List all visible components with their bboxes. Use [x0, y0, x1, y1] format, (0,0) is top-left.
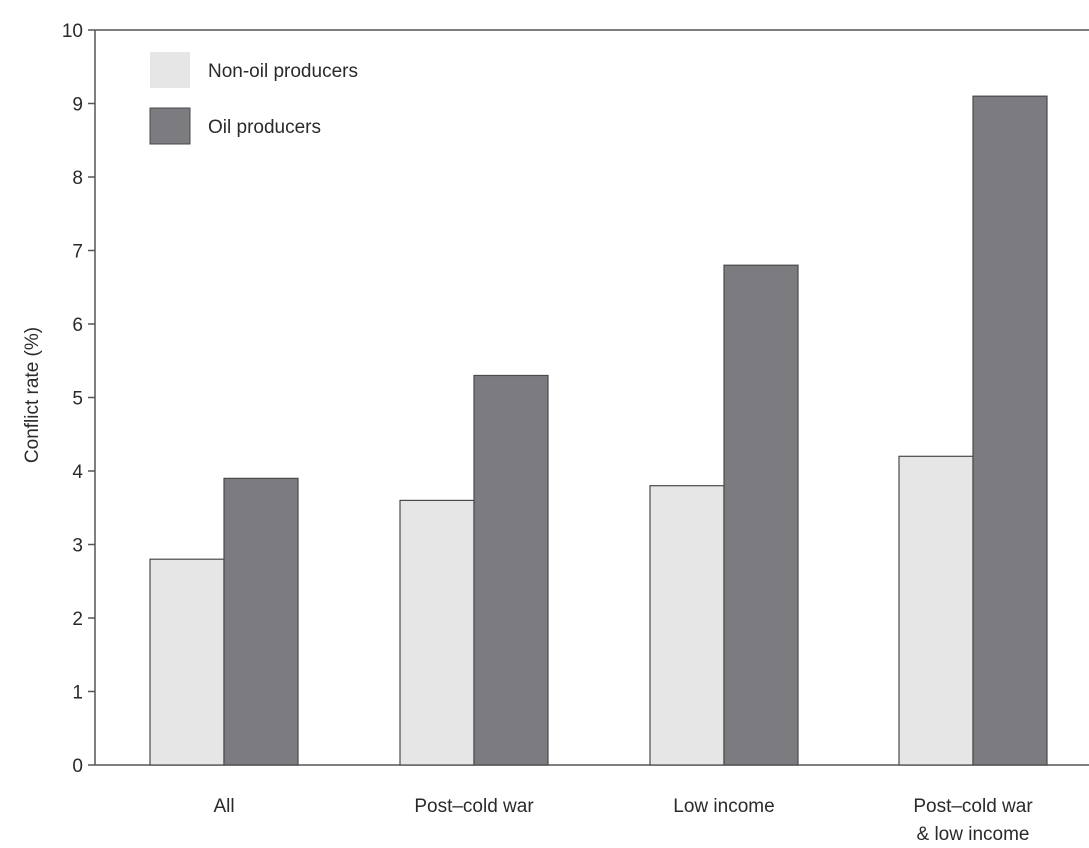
legend-label: Oil producers	[208, 117, 321, 138]
y-tick-label: 2	[72, 609, 83, 630]
x-category-label: Post–cold war	[913, 796, 1033, 817]
x-category-label: Low income	[673, 796, 774, 817]
y-tick-label: 5	[72, 389, 83, 410]
bar-oil-1	[473, 374, 549, 766]
x-category-label: All	[213, 796, 234, 817]
x-axis: All Post–cold war Low income Post–cold war &…	[95, 764, 1089, 845]
bar-non-oil-1	[399, 499, 475, 766]
bar-oil-0	[223, 477, 299, 766]
x-category-label: & low income	[917, 824, 1030, 845]
bar-oil-2	[723, 264, 799, 766]
y-tick-label: 7	[72, 242, 83, 263]
y-axis-title: Conflict rate (%)	[22, 327, 43, 463]
x-category-label: Post–cold war	[414, 796, 534, 817]
legend-swatch	[150, 52, 190, 88]
y-tick-label: 3	[72, 536, 83, 557]
y-tick-label: 8	[72, 168, 83, 189]
bar-oil-3	[972, 95, 1048, 766]
legend-label: Non-oil producers	[208, 61, 358, 82]
y-tick-label: 9	[72, 95, 83, 116]
bar-non-oil-3	[898, 455, 974, 766]
y-tick-label: 4	[72, 462, 83, 483]
y-tick-label: 6	[72, 315, 83, 336]
y-tick-label: 1	[72, 683, 83, 704]
y-tick-label: 10	[62, 21, 83, 42]
bar-non-oil-0	[149, 558, 225, 766]
y-tick-label: 0	[72, 756, 83, 777]
bar-non-oil-2	[649, 485, 725, 766]
bars	[149, 95, 1048, 766]
legend: Non-oil producers Oil producers	[149, 52, 358, 145]
y-axis: 0 1 2 3 4 5 6 7 8 9 10	[62, 21, 96, 777]
legend-swatch	[149, 107, 191, 145]
